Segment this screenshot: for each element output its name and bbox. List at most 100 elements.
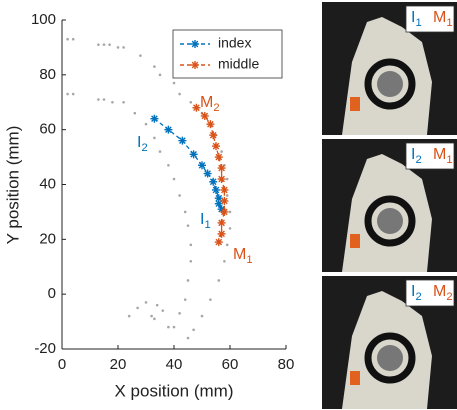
background-point <box>186 279 190 282</box>
background-point <box>66 37 69 41</box>
annotation: I1 <box>200 211 211 231</box>
background-point <box>102 98 106 101</box>
marker-stroke <box>218 219 225 227</box>
marker-stroke <box>198 161 206 169</box>
label-main: M <box>433 9 446 26</box>
data-point <box>217 229 226 238</box>
marker-stroke <box>193 104 200 112</box>
background-point <box>136 306 139 310</box>
y-tick-label: 40 <box>39 175 56 192</box>
background-point <box>228 210 232 214</box>
marker-stroke <box>221 208 228 216</box>
photo-label: I2 <box>411 283 422 303</box>
background-point <box>97 43 100 46</box>
label-main: M <box>433 283 446 300</box>
data-point <box>203 169 212 178</box>
annotation: M2 <box>200 94 220 114</box>
photo-panel: I2 M1 <box>322 139 457 272</box>
background-point <box>153 136 156 140</box>
data-point <box>220 185 229 194</box>
background-point <box>225 194 229 197</box>
background-point <box>178 194 181 197</box>
data-point <box>217 218 226 227</box>
data-point <box>178 136 187 145</box>
y-tick-label: -20 <box>34 340 56 357</box>
orange-part <box>350 371 360 385</box>
ring-inner <box>377 345 403 371</box>
data-point <box>189 150 198 159</box>
data-point <box>150 114 159 123</box>
background-point <box>71 92 75 96</box>
background-point <box>228 227 232 230</box>
marker-stroke <box>207 120 214 128</box>
data-point <box>209 131 218 140</box>
marker-stroke <box>215 194 223 202</box>
background-point <box>158 73 162 77</box>
legend-label: middle <box>218 56 259 72</box>
label-sub: 2 <box>415 291 421 303</box>
marker-stroke <box>212 142 220 150</box>
background-point <box>97 98 100 101</box>
label-main: M <box>233 246 246 263</box>
background-point <box>217 279 221 282</box>
marker-stroke <box>221 186 228 194</box>
marker-stroke <box>218 175 225 183</box>
label-main: I <box>411 146 415 163</box>
orange-part <box>350 234 360 248</box>
background-point <box>108 43 111 46</box>
background-point <box>158 150 162 153</box>
marker-stroke <box>201 112 209 120</box>
ring <box>364 332 416 384</box>
label-sub: 2 <box>415 154 421 166</box>
background-point <box>209 298 212 301</box>
background-point <box>155 303 159 307</box>
orange-part <box>350 97 360 111</box>
data-point <box>214 153 223 162</box>
background-point <box>183 210 187 214</box>
x-axis-label: X position (mm) <box>114 381 233 400</box>
background-point <box>71 37 75 41</box>
background-point <box>122 46 125 49</box>
data-point <box>164 125 173 134</box>
background-point <box>220 150 223 153</box>
data-point <box>192 103 201 112</box>
legend-marker <box>191 40 199 48</box>
marker-stroke <box>221 197 228 205</box>
marker-stroke <box>190 151 197 158</box>
background-point <box>150 314 153 318</box>
legend-label: index <box>218 35 251 51</box>
background-point <box>144 301 148 304</box>
ring-inner <box>377 71 403 97</box>
background-point <box>172 81 176 85</box>
label-box <box>405 5 455 33</box>
marker-stroke <box>215 153 223 161</box>
data-point <box>220 196 229 205</box>
photo-label: I2 <box>411 146 422 166</box>
label-box <box>405 279 455 307</box>
marker-stroke <box>191 61 199 69</box>
background-point <box>192 328 195 332</box>
marker-stroke <box>215 238 223 246</box>
photo-label: M1 <box>433 9 453 29</box>
data-point <box>212 185 220 194</box>
series-line <box>153 118 223 210</box>
marker-stroke <box>179 137 186 144</box>
background-point <box>223 259 226 263</box>
background-point <box>111 100 114 104</box>
background-point <box>172 177 176 181</box>
label-main: M <box>433 146 446 163</box>
background-point <box>102 43 106 46</box>
label-main: I <box>411 283 415 300</box>
x-tick-label: 20 <box>110 356 127 373</box>
legend-marker <box>191 61 199 69</box>
x-tick-label: 0 <box>58 356 66 373</box>
data-point <box>198 161 206 170</box>
data-point <box>206 120 215 129</box>
annotation: M1 <box>233 246 253 266</box>
photo-label: M2 <box>433 283 453 303</box>
annotation: I2 <box>137 134 148 154</box>
data-point <box>200 111 209 120</box>
photo-panel: I1 M1 <box>322 2 457 135</box>
data-point <box>214 238 223 247</box>
